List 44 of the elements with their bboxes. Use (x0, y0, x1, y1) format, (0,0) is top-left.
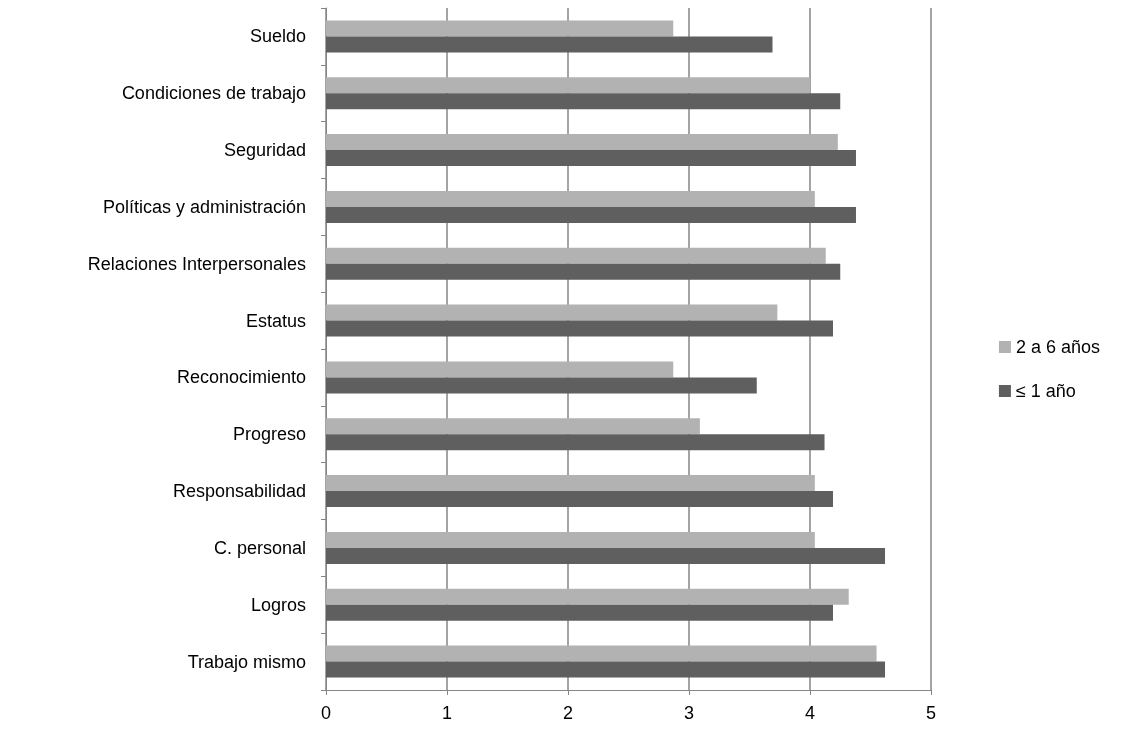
bar (326, 588, 849, 605)
x-tick-label: 2 (562, 703, 574, 723)
bar (326, 36, 773, 53)
x-tick-label: 3 (683, 703, 695, 723)
legend-label: 2 a 6 años (1015, 337, 1101, 357)
bar (326, 93, 841, 110)
x-tick-label: 1 (441, 703, 453, 723)
bar (326, 491, 833, 508)
bar (326, 661, 886, 678)
bar (326, 377, 757, 394)
bar (326, 361, 674, 378)
y-tick-label: Seguridad (223, 140, 306, 161)
x-tick-label: 0 (320, 703, 332, 723)
bar (326, 247, 826, 264)
bar (326, 190, 815, 207)
bar (326, 320, 833, 337)
bar (326, 206, 856, 223)
y-tick-label: Políticas y administración (102, 196, 306, 217)
y-tick-label: C. personal (213, 537, 306, 558)
y-tick-label: Sueldo (249, 26, 306, 47)
bar (326, 531, 815, 548)
bar (326, 645, 877, 662)
y-tick-label: Reconocimiento (176, 367, 306, 388)
y-tick-label: Logros (250, 594, 306, 615)
y-tick-label: Condiciones de trabajo (121, 83, 306, 104)
bar (326, 77, 810, 94)
bar (326, 134, 838, 151)
bar (326, 20, 674, 37)
bar (326, 475, 815, 492)
bar (326, 604, 833, 621)
y-tick-label: Responsabilidad (172, 481, 306, 502)
bar (326, 418, 700, 435)
x-tick-label: 4 (804, 703, 816, 723)
x-tick-label: 5 (925, 703, 937, 723)
bar (326, 547, 886, 564)
legend-label: ≤ 1 año (1015, 381, 1076, 401)
y-tick-label: Trabajo mismo (187, 651, 306, 672)
y-tick-label: Relaciones Interpersonales (87, 253, 306, 274)
y-tick-label: Estatus (245, 310, 306, 331)
y-tick-label: Progreso (232, 424, 306, 445)
bar (326, 263, 841, 280)
bar (326, 434, 825, 451)
bar (326, 150, 856, 167)
bar (326, 304, 778, 321)
